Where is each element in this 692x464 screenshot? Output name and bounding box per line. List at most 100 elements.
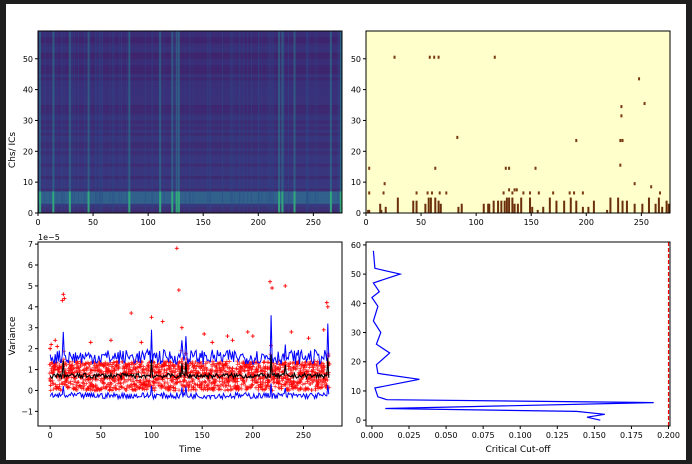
variance-point: [187, 382, 192, 387]
variance-point: [81, 386, 86, 391]
variance-point: [285, 380, 290, 385]
heatmap-column: [53, 31, 55, 213]
variance-point: [263, 364, 268, 369]
heatmap-column: [272, 31, 274, 213]
flagged-bottom-column: [520, 197, 523, 213]
variance-point: [236, 384, 241, 389]
variance-point: [116, 362, 121, 367]
flagged-cell: [382, 191, 385, 195]
variance-point: [169, 366, 174, 371]
heatmap-row: [38, 172, 342, 176]
variance-point: [242, 380, 247, 385]
x-tick-label: 150: [524, 218, 539, 227]
y-tick-label: 0: [28, 209, 33, 218]
heatmap-column: [230, 31, 232, 213]
heatmap-column: [307, 31, 309, 213]
x-tick-label: 100: [469, 218, 484, 227]
variance-point: [76, 380, 81, 385]
variance-panel: 0 50 100 150 200 250 −1 0 1 2 3 4 5 6 7 1e−5 Variance…: [8, 233, 343, 455]
variance-point: [103, 360, 108, 365]
y-tick-label: 30: [23, 116, 33, 125]
heatmap-column: [84, 31, 86, 213]
variance-point: [66, 380, 71, 385]
variance-point: [88, 388, 93, 393]
heatmap-row: [38, 64, 342, 69]
variance-point: [107, 362, 112, 367]
variance-point: [48, 383, 53, 388]
y-tick-label: 0: [28, 386, 33, 395]
x-tick-label: 100: [144, 431, 159, 440]
heatmap-row: [38, 74, 342, 78]
heatmap-bright-column: [171, 31, 174, 213]
cutoff-frame: [365, 241, 671, 427]
variance-point: [309, 378, 314, 383]
heatmap-row: [38, 123, 342, 127]
y-tick-label: 10: [351, 178, 361, 187]
heatmap-column: [126, 31, 128, 213]
variance-point: [138, 378, 143, 383]
flagged-cell: [515, 188, 518, 192]
y-tick-label: 50: [23, 55, 33, 64]
heatmap-row: [38, 182, 342, 186]
heatmap-row: [38, 163, 342, 167]
heatmap-column: [317, 31, 319, 213]
flagged-cell: [434, 166, 437, 170]
flagged-cell: [415, 191, 418, 195]
variance-point: [140, 367, 145, 372]
flagged-bottom-column: [548, 197, 551, 213]
variance-point: [315, 381, 320, 386]
flagged-bottom-column: [367, 209, 370, 213]
variance-point: [228, 388, 233, 393]
variance-point: [133, 367, 138, 372]
flagged-bottom-column: [384, 206, 387, 213]
heatmap-row: [38, 117, 342, 121]
variance-outlier: [55, 344, 60, 349]
x-tick-label: 50: [88, 218, 98, 227]
variance-point: [102, 362, 107, 367]
flagged-bottom-column: [500, 200, 503, 213]
heatmap-row: [38, 105, 342, 109]
variance-point: [58, 387, 63, 392]
variance-point: [148, 382, 153, 387]
heatmap-row: [38, 86, 342, 90]
variance-point: [152, 360, 157, 365]
variance-point: [256, 377, 261, 382]
heatmap-column: [266, 31, 268, 213]
variance-outlier: [202, 332, 207, 336]
variance-point: [144, 367, 149, 372]
y-tick-label: 6: [28, 261, 33, 270]
heatmap-column: [268, 31, 270, 213]
variance-x-label: Time: [178, 445, 201, 455]
heatmap-bright-column: [52, 31, 55, 213]
variance-point: [265, 383, 270, 388]
channel-heatmap-columns: [38, 31, 342, 213]
flagged-cell: [620, 105, 623, 109]
variance-y-label: Variance: [8, 316, 18, 355]
channel-heatmap-frame: [37, 30, 343, 214]
heatmap-row: [38, 95, 342, 99]
variance-outlier: [325, 304, 330, 309]
flagged-bottom-column: [617, 197, 620, 213]
heatmap-column: [163, 31, 165, 213]
heatmap-column: [101, 31, 103, 213]
cutoff-series: [371, 242, 670, 426]
heatmap-column: [207, 31, 209, 213]
heatmap-row: [38, 108, 342, 112]
variance-point: [64, 362, 69, 367]
variance-point: [224, 383, 229, 388]
variance-point: [243, 384, 248, 389]
variance-point: [57, 384, 62, 389]
flagged-bottom-column: [641, 203, 644, 213]
heatmap-column: [71, 31, 73, 213]
variance-point: [173, 366, 178, 371]
heatmap-row: [38, 157, 342, 161]
variance-point: [99, 370, 104, 375]
heatmap-bright-cell: [171, 191, 174, 213]
heatmap-column: [49, 31, 51, 213]
heatmap-bright-column: [281, 31, 284, 213]
variance-point: [127, 362, 132, 367]
variance-point: [152, 388, 157, 393]
flagged-cell: [522, 191, 525, 195]
flagged-cell: [430, 191, 433, 195]
variance-point: [190, 361, 195, 366]
